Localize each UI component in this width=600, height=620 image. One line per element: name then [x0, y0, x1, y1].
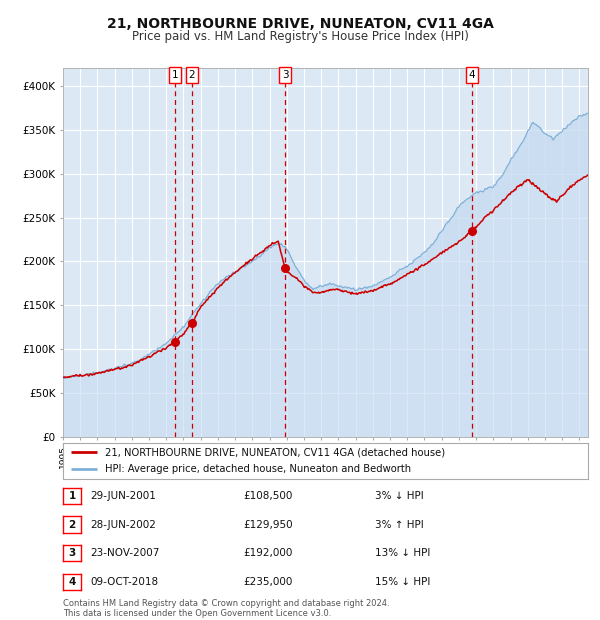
Text: £129,950: £129,950	[243, 520, 293, 529]
Text: 4: 4	[68, 577, 76, 587]
Text: 09-OCT-2018: 09-OCT-2018	[90, 577, 158, 587]
Text: 3: 3	[68, 548, 76, 558]
Text: 1: 1	[68, 491, 76, 501]
Text: Price paid vs. HM Land Registry's House Price Index (HPI): Price paid vs. HM Land Registry's House …	[131, 30, 469, 43]
Text: £192,000: £192,000	[243, 548, 292, 558]
Text: 13% ↓ HPI: 13% ↓ HPI	[375, 548, 430, 558]
Text: 15% ↓ HPI: 15% ↓ HPI	[375, 577, 430, 587]
Text: 2: 2	[188, 70, 195, 80]
Text: 3% ↑ HPI: 3% ↑ HPI	[375, 520, 424, 529]
Text: 21, NORTHBOURNE DRIVE, NUNEATON, CV11 4GA (detached house): 21, NORTHBOURNE DRIVE, NUNEATON, CV11 4G…	[105, 448, 445, 458]
Text: HPI: Average price, detached house, Nuneaton and Bedworth: HPI: Average price, detached house, Nune…	[105, 464, 411, 474]
Text: £235,000: £235,000	[243, 577, 292, 587]
Text: 28-JUN-2002: 28-JUN-2002	[90, 520, 156, 529]
Text: 4: 4	[469, 70, 475, 80]
Text: 2: 2	[68, 520, 76, 529]
Text: Contains HM Land Registry data © Crown copyright and database right 2024.
This d: Contains HM Land Registry data © Crown c…	[63, 599, 389, 618]
Text: 3: 3	[282, 70, 289, 80]
Text: £108,500: £108,500	[243, 491, 292, 501]
Text: 1: 1	[172, 70, 178, 80]
Text: 21, NORTHBOURNE DRIVE, NUNEATON, CV11 4GA: 21, NORTHBOURNE DRIVE, NUNEATON, CV11 4G…	[107, 17, 493, 32]
Text: 3% ↓ HPI: 3% ↓ HPI	[375, 491, 424, 501]
Text: 29-JUN-2001: 29-JUN-2001	[90, 491, 156, 501]
Text: 23-NOV-2007: 23-NOV-2007	[90, 548, 160, 558]
